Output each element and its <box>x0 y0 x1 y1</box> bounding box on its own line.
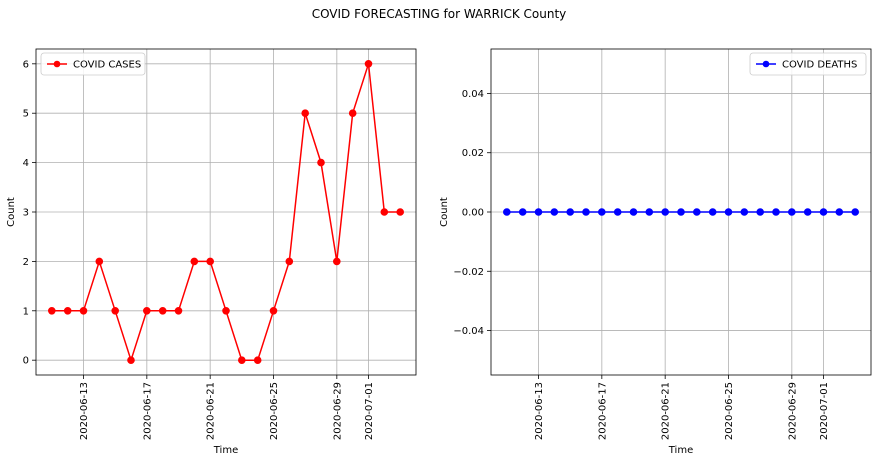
legend: COVID DEATHS <box>749 52 867 76</box>
y-tick-label: 5 <box>23 109 29 120</box>
x-tick-label: 2020-06-21 <box>206 382 217 440</box>
x-tick-label: 2020-06-29 <box>332 382 343 440</box>
y-tick-label: 3 <box>23 208 29 219</box>
y-axis-label: Count <box>6 197 17 227</box>
data-point <box>724 208 733 216</box>
data-point <box>143 307 151 315</box>
y-tick-label: 2 <box>23 257 29 268</box>
data-point <box>835 208 844 216</box>
data-point <box>111 307 119 315</box>
data-point <box>582 208 590 216</box>
data-point <box>788 208 796 216</box>
x-tick-label: 2020-06-13 <box>534 382 545 440</box>
data-point <box>253 356 262 365</box>
data-point <box>693 208 701 216</box>
x-tick-label: 2020-06-17 <box>142 382 153 440</box>
data-point <box>206 257 214 266</box>
y-tick-label: 6 <box>23 59 29 70</box>
data-point <box>550 208 559 216</box>
y-tick-label: 0.02 <box>462 148 484 159</box>
figure-title: COVID FORECASTING for WARRICK County <box>312 7 567 21</box>
x-tick-label: 2020-06-29 <box>787 382 798 440</box>
data-point <box>756 208 765 216</box>
legend-marker <box>762 60 770 68</box>
data-point <box>645 208 654 216</box>
data-point <box>317 158 325 167</box>
data-point <box>348 109 357 117</box>
y-tick-label: 1 <box>23 306 29 317</box>
data-point <box>598 208 606 216</box>
data-point <box>803 208 812 216</box>
y-tick-label: 4 <box>23 158 29 169</box>
data-point <box>222 307 230 315</box>
data-point <box>285 257 294 266</box>
axes-frame <box>35 48 417 376</box>
x-tick-label: 2020-06-17 <box>597 382 608 440</box>
legend-box <box>40 52 146 76</box>
legend: COVID CASES <box>40 52 146 76</box>
data-point <box>772 208 780 216</box>
y-tick-label: −0.04 <box>453 326 484 337</box>
data-point <box>677 208 685 216</box>
data-point <box>301 109 310 117</box>
x-axis-label: Time <box>668 445 693 456</box>
y-tick-label: 0.00 <box>462 208 484 219</box>
data-point <box>851 208 860 216</box>
data-point <box>127 356 135 365</box>
x-tick-label: 2020-07-01 <box>819 382 830 440</box>
legend-box <box>749 52 867 76</box>
data-point <box>708 208 717 216</box>
deaths-chart: 2020-06-13 2020-06-17 2020-06-21 2020-06-25… <box>439 48 872 456</box>
data-point <box>396 208 405 216</box>
data-point <box>48 307 56 315</box>
axes-frame <box>490 48 872 376</box>
data-point <box>380 208 389 216</box>
data-point <box>740 208 749 216</box>
data-point <box>238 356 246 365</box>
x-tick-label: 2020-06-13 <box>79 382 90 440</box>
data-point <box>661 208 670 216</box>
data-point <box>95 257 104 266</box>
cases-chart: 2020-06-13 2020-06-17 2020-06-21 2020-06-25… <box>6 48 417 456</box>
data-point <box>190 257 199 266</box>
data-point <box>63 307 72 315</box>
y-tick-label: 0 <box>23 356 29 367</box>
data-point <box>566 208 575 216</box>
data-point <box>364 60 373 68</box>
x-tick-label: 2020-06-25 <box>269 382 280 440</box>
data-point <box>158 307 167 315</box>
legend-label: COVID CASES <box>73 60 141 71</box>
x-tick-label: 2020-06-25 <box>724 382 735 440</box>
data-point <box>174 307 183 315</box>
x-tick-label: 2020-06-21 <box>661 382 672 440</box>
legend-marker <box>53 60 61 68</box>
data-point <box>613 208 622 216</box>
data-point <box>518 208 527 216</box>
x-tick-label: 2020-07-01 <box>364 382 375 440</box>
data-point <box>79 307 88 315</box>
data-point <box>819 208 828 216</box>
data-point <box>503 208 511 216</box>
y-tick-label: −0.02 <box>453 267 484 278</box>
y-axis-label: Count <box>439 197 450 227</box>
data-point <box>333 257 341 266</box>
data-point <box>269 307 278 315</box>
data-point <box>534 208 543 216</box>
data-point <box>629 208 638 216</box>
x-axis-label: Time <box>213 445 238 456</box>
y-tick-label: 0.04 <box>462 89 484 100</box>
legend-label: COVID DEATHS <box>782 60 857 71</box>
